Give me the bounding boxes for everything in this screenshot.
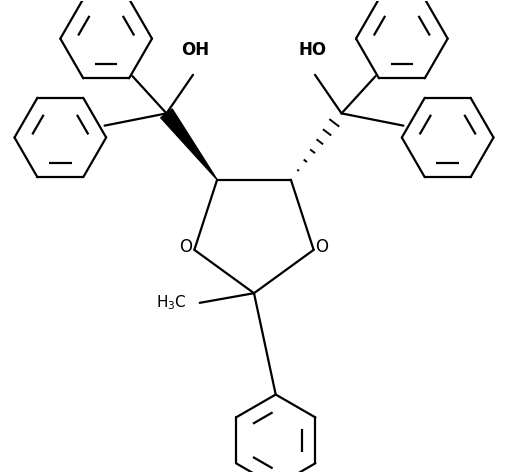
Text: O: O bbox=[179, 238, 193, 256]
Polygon shape bbox=[161, 109, 217, 180]
Text: H$_3$C: H$_3$C bbox=[156, 293, 186, 312]
Text: OH: OH bbox=[181, 41, 209, 59]
Text: HO: HO bbox=[299, 41, 327, 59]
Text: O: O bbox=[315, 238, 329, 256]
